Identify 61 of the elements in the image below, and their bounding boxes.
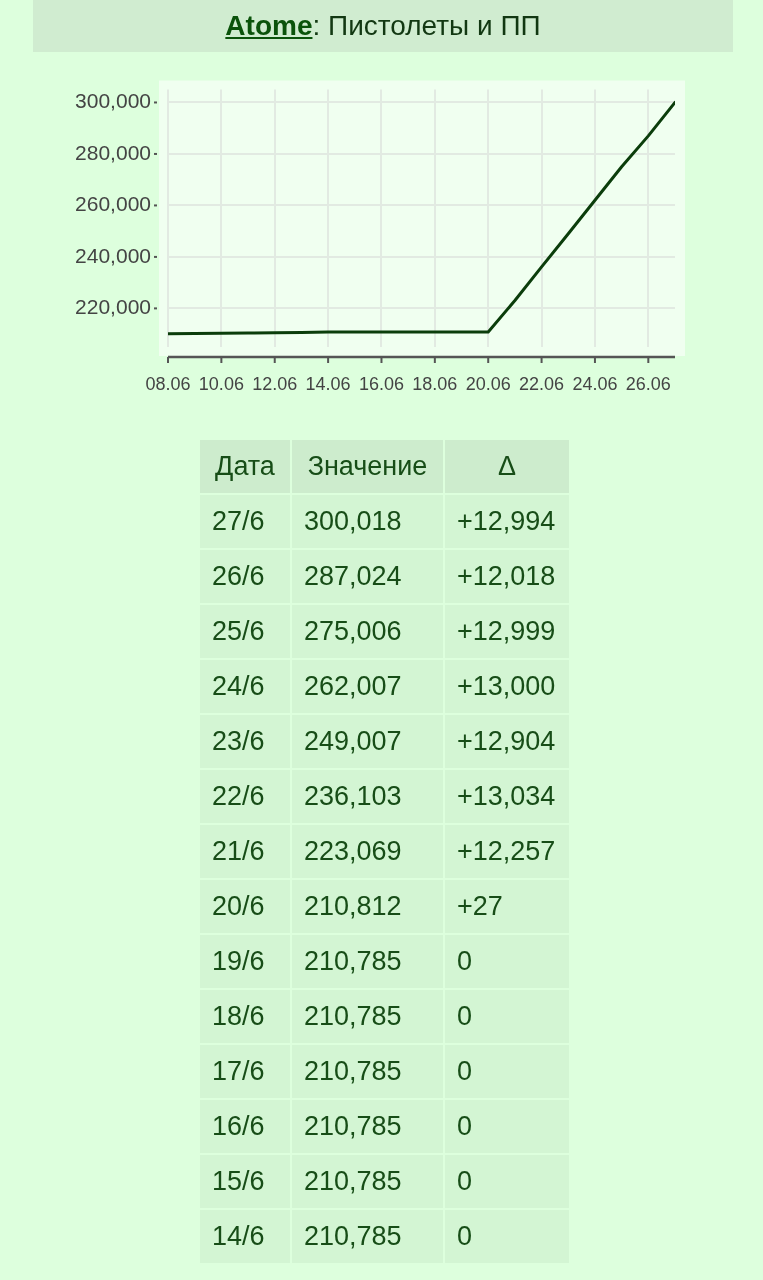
x-tick-label: Значение [292, 440, 443, 493]
y-tick-label: 25/6 [200, 605, 290, 658]
y-tick-label: 240,000 [75, 243, 151, 267]
y-tick-label: 17/6 [200, 1045, 290, 1098]
text: 300,018 [304, 506, 402, 536]
text: 0 [457, 1166, 473, 1196]
y-tick-label: 300,000 [75, 89, 151, 113]
text: 210,785 [304, 1166, 402, 1196]
text: +12,904 [457, 726, 556, 756]
text: 210,785 [304, 1056, 402, 1086]
text: 210,812 [304, 891, 402, 921]
text: 210,785 [304, 1221, 402, 1251]
text: 275,006 [304, 616, 402, 646]
text: 236,103 [304, 781, 402, 811]
y-tick-label: 20/6 [200, 880, 290, 933]
x-tick-label: 24.06 [572, 373, 618, 394]
text: +13,000 [457, 671, 556, 701]
y-tick-label: 18/6 [200, 990, 290, 1043]
text: 210,785 [304, 946, 402, 976]
y-tick-label: 220,000 [75, 295, 151, 319]
y-tick-label: 27/6 [200, 495, 290, 548]
y-axis-title: Дата [200, 440, 290, 493]
x-tick-label: 08.06 [145, 373, 191, 394]
y-tick-label: 19/6 [200, 935, 290, 988]
x-tick-label: 16.06 [358, 373, 404, 394]
text: +12,257 [457, 836, 556, 866]
text: 287,024 [304, 561, 402, 591]
text: 210,785 [304, 1001, 402, 1031]
x-tick-label: 18.06 [412, 373, 458, 394]
chart-title: Atome: Пистолеты и ПП [225, 10, 541, 42]
text: 0 [457, 1221, 473, 1251]
y-tick-label: 24/6 [200, 660, 290, 713]
text: +12,999 [457, 616, 556, 646]
text: 0 [457, 1056, 473, 1086]
y-tick-label: 26/6 [200, 550, 290, 603]
text: 0 [457, 1001, 473, 1031]
text: +12,018 [457, 561, 556, 591]
text: 223,069 [304, 836, 402, 866]
y-tick-label: 280,000 [75, 140, 151, 164]
x-tick-label: 10.06 [198, 373, 244, 394]
text: 249,007 [304, 726, 402, 756]
text: 0 [457, 1111, 473, 1141]
y-tick-label: 14/6 [200, 1210, 290, 1263]
text: +13,034 [457, 781, 556, 811]
y-tick-label: 21/6 [200, 825, 290, 878]
y-tick-label: 22/6 [200, 770, 290, 823]
x-tick-label: 20.06 [465, 373, 511, 394]
x-tick-label: 14.06 [305, 373, 351, 394]
y-tick-label: 260,000 [75, 192, 151, 216]
x-tick-label: Δ [445, 440, 569, 493]
x-tick-label: 22.06 [519, 373, 565, 394]
text: +27 [457, 891, 503, 921]
x-tick-label: 26.06 [625, 373, 671, 394]
y-tick-label: 23/6 [200, 715, 290, 768]
text: +12,994 [457, 506, 556, 536]
x-tick-label: 12.06 [252, 373, 298, 394]
text: 262,007 [304, 671, 402, 701]
y-tick-label: 16/6 [200, 1100, 290, 1153]
text: 210,785 [304, 1111, 402, 1141]
text: 0 [457, 946, 473, 976]
y-tick-label: 15/6 [200, 1155, 290, 1208]
